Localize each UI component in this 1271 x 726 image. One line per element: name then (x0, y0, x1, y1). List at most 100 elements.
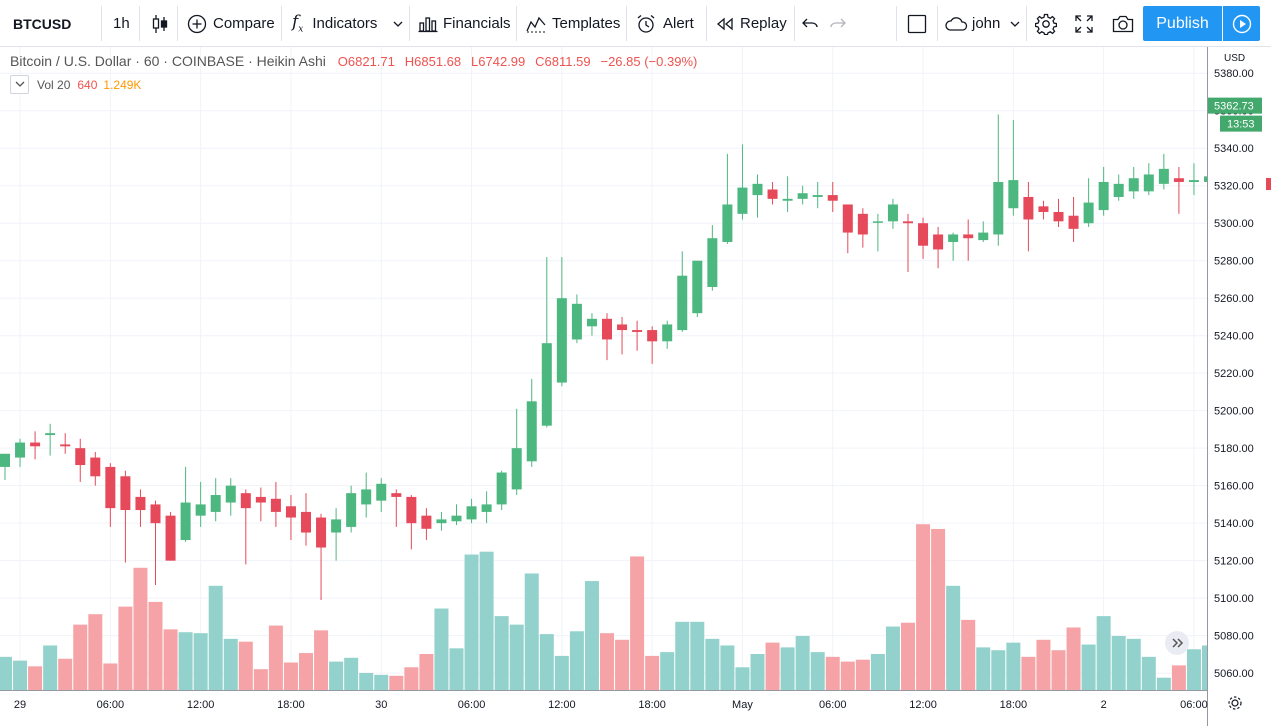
price-tick-label: 5120.00 (1214, 556, 1254, 568)
legend-change: −26.85 (−0.39%) (600, 54, 698, 69)
price-tick-label: 5300.00 (1214, 218, 1254, 230)
countdown-label: 13:53 (1227, 119, 1255, 131)
candle-body (421, 515, 432, 529)
candle (75, 438, 86, 482)
price-chart[interactable]: 5060.00 5080.00 5100.00 5120.00 5140.00 5160.… (0, 47, 1271, 726)
volume-bar (1126, 638, 1141, 690)
candle (933, 226, 944, 269)
volume-bar (464, 554, 479, 690)
volume-bar (1081, 644, 1096, 690)
candle-body (1173, 178, 1184, 182)
candle (752, 174, 763, 218)
time-tick-label: 06:00 (819, 699, 847, 711)
candle-body (541, 343, 552, 426)
volume-bar (268, 625, 283, 690)
volume-bar (389, 675, 404, 690)
interval-button[interactable]: 1h (113, 0, 130, 47)
candle (466, 498, 477, 524)
candle (1083, 178, 1094, 227)
alarm-clock-icon (637, 14, 655, 33)
candle (511, 408, 522, 496)
toolbar-divider (101, 6, 102, 41)
volume-bar (584, 581, 599, 690)
indicators-button[interactable]: fx Indicators (292, 0, 377, 47)
candle-body (1023, 196, 1034, 220)
candle (1113, 174, 1124, 201)
candle-body (511, 448, 522, 490)
candle (421, 508, 432, 541)
candle (90, 451, 101, 486)
time-tick-label: 18:00 (1000, 699, 1028, 711)
series-legend: Bitcoin / U.S. Dollar · 60 · COINBASE · … (10, 53, 697, 69)
indicators-dropdown[interactable] (392, 0, 404, 47)
candle (285, 495, 296, 541)
publish-button[interactable]: Publish (1143, 6, 1222, 41)
volume-bar (765, 642, 780, 690)
candle (556, 256, 567, 387)
price-tick-label: 5180.00 (1214, 443, 1254, 455)
candle-body (707, 238, 718, 287)
settings-button[interactable] (1035, 0, 1057, 47)
candle-body (677, 275, 688, 331)
candlesticks (0, 69, 1271, 601)
fullscreen-layout-button[interactable] (907, 0, 927, 47)
redo-button[interactable] (830, 0, 846, 47)
volume-bar (780, 647, 795, 690)
volume-bar (118, 606, 133, 690)
candle-body (331, 519, 342, 533)
volume-bar (238, 641, 253, 690)
symbol-search[interactable]: BTCUSD (13, 0, 71, 47)
candle (376, 478, 387, 512)
price-tick-label: 5240.00 (1214, 331, 1254, 343)
volume-bar (253, 669, 268, 690)
volume-bar (344, 657, 359, 690)
chart-grid (0, 47, 1207, 690)
volume-bar (404, 667, 419, 690)
volume-bar (645, 655, 660, 690)
candle-body (270, 498, 281, 512)
play-button[interactable] (1223, 6, 1260, 41)
candle-body (797, 193, 808, 199)
toolbar-divider (409, 6, 410, 41)
candle-body (466, 506, 477, 520)
user-button[interactable]: john (944, 0, 1021, 47)
legend-collapse-toggle[interactable] (10, 75, 29, 94)
replay-button[interactable]: Replay (716, 0, 787, 47)
chart-style-button[interactable] (151, 0, 169, 47)
candle-body (30, 442, 41, 447)
fullscreen-button[interactable] (1074, 0, 1094, 47)
candle (948, 232, 959, 261)
countdown-tag (1220, 115, 1262, 132)
candle-body (1083, 202, 1094, 224)
candle-body (180, 502, 191, 541)
volume-bar (88, 614, 103, 690)
snapshot-button[interactable] (1112, 0, 1134, 47)
candle-body (150, 504, 161, 524)
candle-body (496, 472, 507, 505)
candle-body (842, 204, 853, 233)
financials-button[interactable]: Financials (418, 0, 511, 47)
compare-button[interactable]: Compare (187, 0, 275, 47)
candle-body (722, 204, 733, 242)
undo-button[interactable] (802, 0, 818, 47)
candle (451, 504, 462, 526)
time-tick-label: 29 (14, 699, 26, 711)
volume-bar (630, 556, 645, 690)
offscreen-price-marker (1266, 178, 1271, 190)
candle (406, 495, 417, 550)
volume-bar (991, 650, 1006, 690)
scroll-to-realtime-button[interactable] (1165, 631, 1189, 655)
price-tick-label: 5080.00 (1214, 631, 1254, 643)
candle-body (240, 493, 251, 509)
candle (60, 433, 71, 454)
axis-settings-icon[interactable] (1228, 696, 1242, 710)
candle (1068, 196, 1079, 242)
volume-bar (73, 624, 88, 690)
templates-button[interactable]: Templates (526, 0, 620, 47)
candle-body (1128, 178, 1139, 192)
volume-bar (479, 551, 494, 690)
publish-label: Publish (1156, 14, 1209, 32)
alert-button[interactable]: Alert (636, 0, 694, 47)
volume-bar (976, 647, 991, 690)
candle-body (0, 453, 10, 467)
